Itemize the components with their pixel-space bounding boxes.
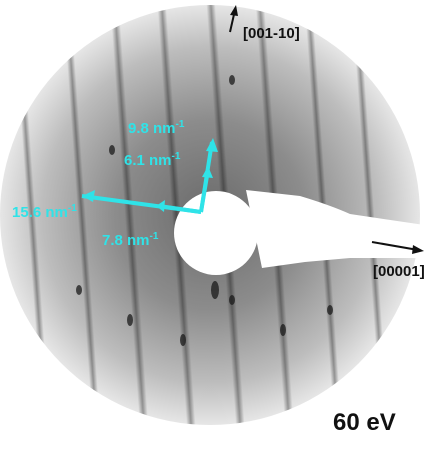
arrowhead — [82, 190, 95, 202]
direction-label-vertical: [001-10] — [243, 25, 300, 42]
unit-exponent: -1 — [67, 203, 77, 214]
arrowhead — [230, 5, 238, 16]
beam-energy-label: 60 eV — [333, 409, 396, 436]
arrowhead — [156, 200, 165, 212]
spacing-value: 15.6 nm — [12, 204, 68, 221]
spacing-value: 9.8 nm — [128, 120, 176, 137]
streak-lines — [13, 5, 390, 425]
unit-exponent: -1 — [149, 231, 159, 242]
arrow-horizontal — [371, 241, 419, 251]
unit-exponent: -1 — [175, 119, 185, 130]
arrowhead — [412, 245, 424, 254]
unit-exponent: -1 — [171, 151, 181, 162]
direction-arrows — [229, 5, 424, 254]
arrowhead — [206, 138, 218, 152]
diffraction-spots — [76, 75, 333, 346]
spacing-label-7-8: 7.8 nm-1 — [102, 231, 159, 249]
spacing-value: 7.8 nm — [102, 232, 150, 249]
spacing-value: 6.1 nm — [124, 152, 172, 169]
spacing-label-15-6: 15.6 nm-1 — [12, 203, 77, 221]
spacing-label-6-1: 6.1 nm-1 — [124, 151, 181, 169]
reciprocal-vectors — [81, 138, 218, 214]
direction-label-horizontal: [00001] — [373, 263, 425, 280]
vector-7-8 — [158, 204, 202, 214]
spacing-label-9-8: 9.8 nm-1 — [128, 119, 185, 137]
arrowhead — [202, 166, 213, 178]
